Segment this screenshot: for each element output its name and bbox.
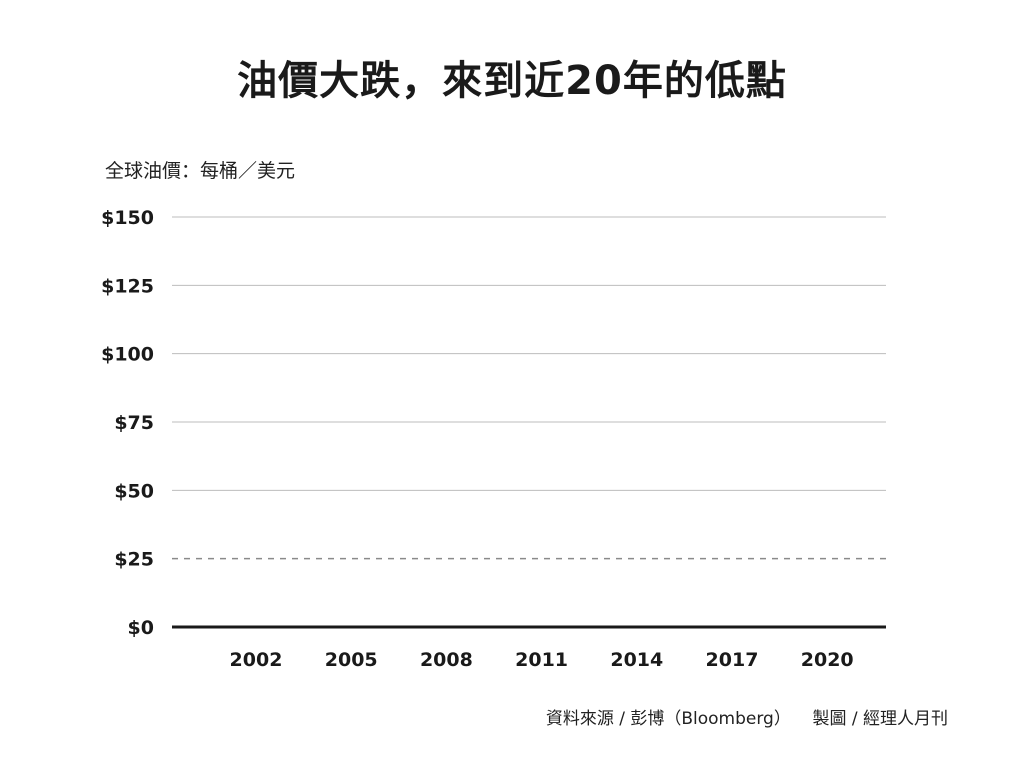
gridlines <box>172 216 886 629</box>
x-tick-label: 2014 <box>610 649 663 671</box>
source-credit: 資料來源 / 彭博（Bloomberg） 製圖 / 經理人月刊 <box>545 709 948 729</box>
chart-title: 油價大跌，來到近20年的低點 <box>237 58 787 104</box>
x-tick-label: 2017 <box>706 649 759 671</box>
x-tick-label: 2002 <box>230 649 283 671</box>
y-tick-label: $150 <box>101 207 154 229</box>
y-tick-label: $100 <box>101 344 154 366</box>
x-tick-label: 2005 <box>325 649 378 671</box>
x-axis-ticks: 2002 2005 2008 2011 2014 2017 2020 <box>230 649 854 671</box>
y-axis-unit-label: 全球油價：每桶／美元 <box>105 160 296 182</box>
y-tick-label: $25 <box>114 549 154 571</box>
x-tick-label: 2008 <box>420 649 473 671</box>
y-tick-label: $0 <box>128 617 154 639</box>
y-tick-label: $125 <box>101 275 154 297</box>
x-tick-label: 2020 <box>801 649 854 671</box>
y-axis-ticks: $150 $125 $100 $75 $50 $25 $0 <box>101 207 154 639</box>
y-tick-label: $50 <box>114 480 154 502</box>
y-tick-label: $75 <box>114 412 154 434</box>
x-tick-label: 2011 <box>515 649 568 671</box>
